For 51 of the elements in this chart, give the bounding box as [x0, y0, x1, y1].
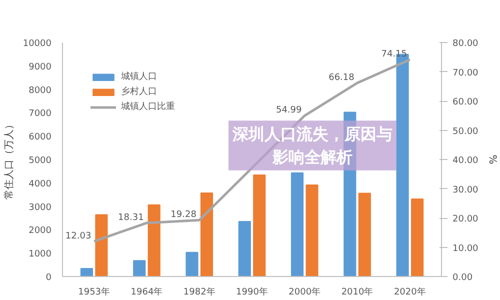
y2-tick-label: 20.00 [452, 214, 479, 224]
data-label: 54.99 [276, 106, 302, 116]
legend-label: 城镇人口比重 [121, 100, 175, 113]
y2-tick-label: 60.00 [452, 98, 479, 108]
bar [238, 221, 251, 276]
bar [290, 172, 304, 276]
x-tick-label: 2000年 [288, 286, 321, 298]
y-tick-label: 0 [46, 273, 52, 283]
bar [200, 192, 214, 276]
data-label: 19.28 [170, 210, 197, 220]
x-tick-label: 1990年 [236, 286, 268, 298]
x-tick-label: 1953年 [78, 286, 110, 298]
bar [358, 192, 371, 276]
y2-axis-title: % [486, 154, 498, 164]
y-tick-label: 4000 [28, 179, 52, 190]
y2-tick-label: 70.00 [452, 68, 479, 78]
y-axis-title: 常住人口（万人） [2, 120, 15, 200]
y-tick-label: 7000 [28, 109, 52, 120]
data-label: 12.03 [65, 231, 92, 242]
legend-label: 城镇人口 [121, 70, 157, 83]
x-tick-label: 1964年 [130, 286, 163, 298]
bar [95, 214, 108, 276]
bar [410, 198, 424, 276]
y-tick-label: 10000 [22, 39, 52, 49]
y-tick-label: 6000 [28, 132, 52, 143]
text: 深圳人口流失，原因与影响全解析 [232, 124, 392, 166]
y-tick-label: 5000 [28, 156, 52, 166]
y-tick-label: 2000 [28, 226, 52, 236]
x-tick-label: 1982年 [183, 286, 216, 298]
bar [148, 204, 160, 276]
data-label: 66.18 [328, 72, 355, 83]
bar [306, 184, 318, 276]
x-tick-label: 2020年 [394, 286, 426, 298]
y-tick-label: 3000 [28, 202, 52, 213]
bar [80, 268, 94, 276]
legend-label: 乡村人口 [121, 86, 157, 98]
y2-tick-label: 30.00 [452, 185, 479, 196]
data-label: 18.31 [118, 212, 144, 223]
y2-tick-label: 50.00 [452, 126, 479, 137]
bar [253, 174, 266, 276]
bar [133, 260, 146, 276]
y2-tick-label: 0.00 [452, 273, 473, 283]
bar [186, 252, 198, 276]
y-tick-label: 1000 [28, 250, 52, 260]
y2-tick-label: 10.00 [452, 244, 479, 254]
y-tick-label: 8000 [28, 86, 52, 96]
data-label: 74.15 [381, 50, 408, 60]
y2-tick-label: 80.00 [452, 39, 479, 49]
y2-tick-label: 40.00 [452, 156, 479, 166]
y-tick-label: 9000 [28, 62, 52, 72]
x-tick-label: 2010年 [341, 286, 374, 298]
